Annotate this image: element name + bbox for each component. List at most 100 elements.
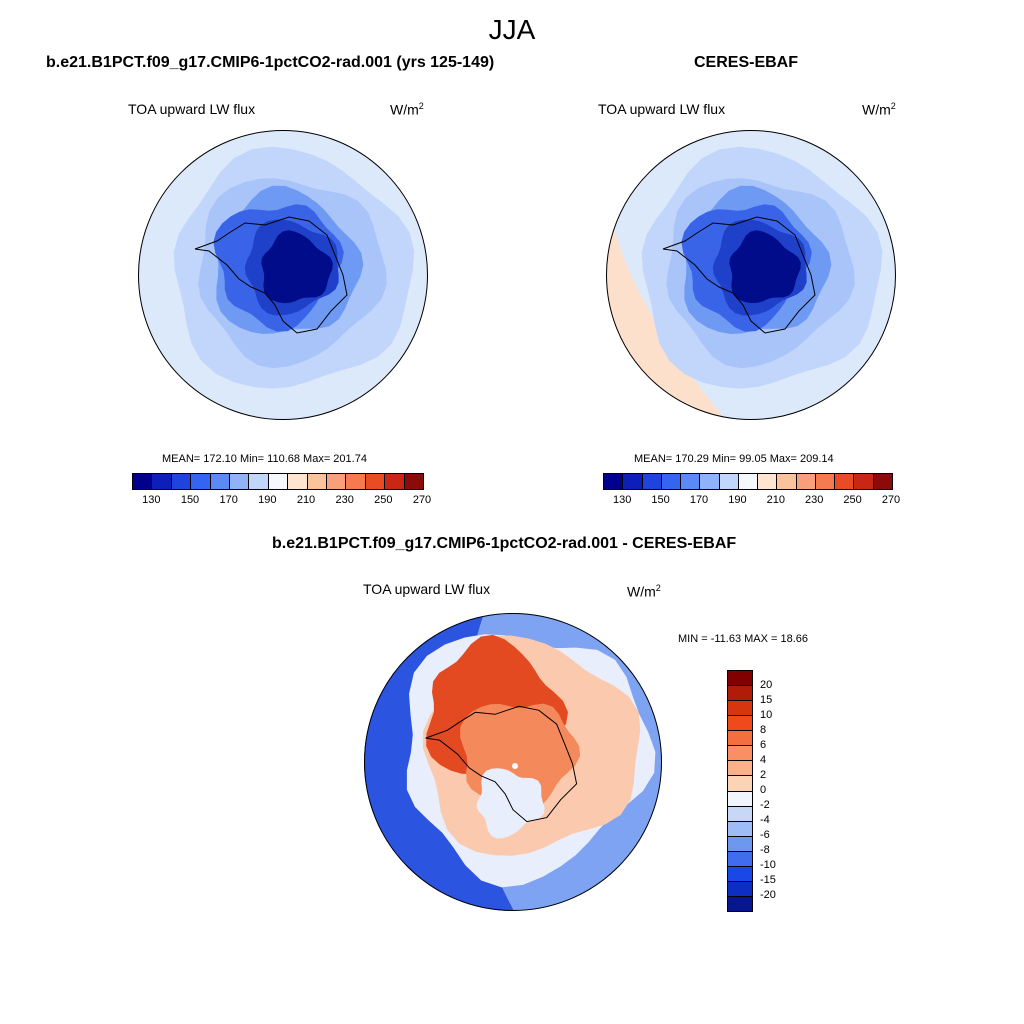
colorbar-tick-label: 250 xyxy=(843,494,862,506)
colorbar-tick-label: 150 xyxy=(651,494,670,506)
model-panel-title: b.e21.B1PCT.f09_g17.CMIP6-1pctCO2-rad.00… xyxy=(46,54,495,71)
colorbar-tick-label: -4 xyxy=(760,814,770,826)
colorbar-swatch xyxy=(191,474,211,489)
map-border xyxy=(364,613,662,911)
diff-field-label: TOA upward LW flux xyxy=(363,581,491,597)
colorbar-tick-label: -6 xyxy=(760,829,770,841)
colorbar-swatch xyxy=(873,474,892,489)
colorbar-tick-label: 190 xyxy=(728,494,747,506)
colorbar-tick-label: 170 xyxy=(219,494,238,506)
colorbar-swatch xyxy=(152,474,172,489)
colorbar-swatch xyxy=(738,474,759,489)
colorbar-tick-label: 170 xyxy=(689,494,709,506)
colorbar-swatch xyxy=(728,761,752,777)
obs-stats: MEAN= 170.29 Min= 99.05 Max= 209.14 xyxy=(634,453,834,465)
colorbar-swatch xyxy=(728,731,752,747)
colorbar-swatch xyxy=(642,474,662,489)
colorbar-swatch xyxy=(307,474,328,489)
colorbar-swatch xyxy=(268,474,289,489)
colorbar-swatch xyxy=(728,836,752,852)
colorbar-tick-label: 4 xyxy=(760,754,767,766)
colorbar-swatch xyxy=(681,474,701,489)
colorbar-tick-label: 130 xyxy=(142,494,161,506)
colorbar-swatch xyxy=(728,776,752,792)
antarctica-coastline xyxy=(194,216,348,334)
colorbar-swatch xyxy=(604,474,624,489)
model-field-label: TOA upward LW flux xyxy=(128,101,256,117)
obs-field-label: TOA upward LW flux xyxy=(598,101,726,117)
colorbar-tick-label: 0 xyxy=(760,784,767,796)
colorbar-tick-label: 20 xyxy=(760,679,773,691)
colorbar-tick-label: -2 xyxy=(760,799,770,811)
model-units-label: W/m2 xyxy=(390,101,424,118)
colorbar-swatch xyxy=(210,474,231,489)
colorbar-swatch xyxy=(404,474,424,489)
colorbar-tick-label: 250 xyxy=(374,494,393,506)
colorbar-tick-label: 210 xyxy=(766,494,785,506)
antarctica-coastline xyxy=(425,705,578,823)
colorbar-swatch xyxy=(728,851,752,867)
obs-polar-map xyxy=(606,130,896,420)
colorbar-tick-label: 270 xyxy=(412,494,432,506)
colorbar-tick-label: 15 xyxy=(760,694,773,706)
flux-band xyxy=(261,230,333,304)
colorbar-swatch xyxy=(796,474,816,489)
colorbar-tick-label: -10 xyxy=(760,859,776,871)
colorbar-swatch xyxy=(719,474,739,489)
obs-panel-title: CERES-EBAF xyxy=(694,54,799,71)
colorbar-tick-label: 130 xyxy=(613,494,632,506)
colorbar-tick-label: -20 xyxy=(760,889,776,901)
map-border xyxy=(606,130,896,420)
antarctica-coastline xyxy=(662,216,816,334)
colorbar-swatch xyxy=(728,686,752,702)
colorbar-tick-label: 230 xyxy=(805,494,824,506)
diff-colorbar xyxy=(727,670,753,912)
colorbar-swatch xyxy=(385,474,405,489)
colorbar-swatch xyxy=(777,474,797,489)
colorbar-swatch xyxy=(171,474,192,489)
obs-units-label: W/m2 xyxy=(862,101,896,118)
diff-stats: MIN = -11.63 MAX = 18.66 xyxy=(678,633,809,645)
colorbar-tick-label: 6 xyxy=(760,739,767,751)
model-colorbar xyxy=(132,473,424,490)
colorbar-swatch xyxy=(133,474,153,489)
season-title: JJA xyxy=(488,14,536,45)
diff-units-label: W/m2 xyxy=(627,583,661,600)
colorbar-swatch xyxy=(230,474,250,489)
diff-panel-title: b.e21.B1PCT.f09_g17.CMIP6-1pctCO2-rad.00… xyxy=(272,535,737,552)
colorbar-swatch xyxy=(327,474,347,489)
colorbar-swatch xyxy=(728,866,752,882)
colorbar-swatch xyxy=(249,474,269,489)
colorbar-tick-label: 10 xyxy=(760,709,773,721)
colorbar-tick-label: 230 xyxy=(335,494,354,506)
model-polar-map xyxy=(138,130,428,420)
colorbar-swatch xyxy=(815,474,836,489)
colorbar-tick-label: 210 xyxy=(296,494,316,506)
colorbar-tick-label: 2 xyxy=(760,769,767,781)
colorbar-swatch xyxy=(288,474,308,489)
colorbar-tick-label: 8 xyxy=(760,724,767,736)
colorbar-tick-label: -8 xyxy=(760,844,770,856)
colorbar-swatch xyxy=(854,474,874,489)
colorbar-swatch xyxy=(728,821,752,837)
colorbar-swatch xyxy=(728,746,752,762)
colorbar-swatch xyxy=(728,806,752,822)
colorbar-swatch xyxy=(346,474,366,489)
colorbar-swatch xyxy=(835,474,855,489)
colorbar-swatch xyxy=(623,474,643,489)
diff-polar-map xyxy=(364,613,662,911)
colorbar-tick-label: 190 xyxy=(258,494,277,506)
model-stats: MEAN= 172.10 Min= 110.68 Max= 201.74 xyxy=(162,453,367,465)
colorbar-swatch xyxy=(758,474,778,489)
colorbar-swatch xyxy=(728,896,752,911)
flux-band xyxy=(729,230,801,304)
colorbar-swatch xyxy=(700,474,720,489)
colorbar-swatch xyxy=(728,716,752,732)
colorbar-tick-label: 150 xyxy=(180,494,200,506)
map-border xyxy=(138,130,428,420)
colorbar-swatch xyxy=(728,671,752,687)
colorbar-swatch xyxy=(661,474,682,489)
colorbar-swatch xyxy=(728,791,752,807)
colorbar-swatch xyxy=(728,701,752,717)
pole-marker xyxy=(512,763,518,769)
